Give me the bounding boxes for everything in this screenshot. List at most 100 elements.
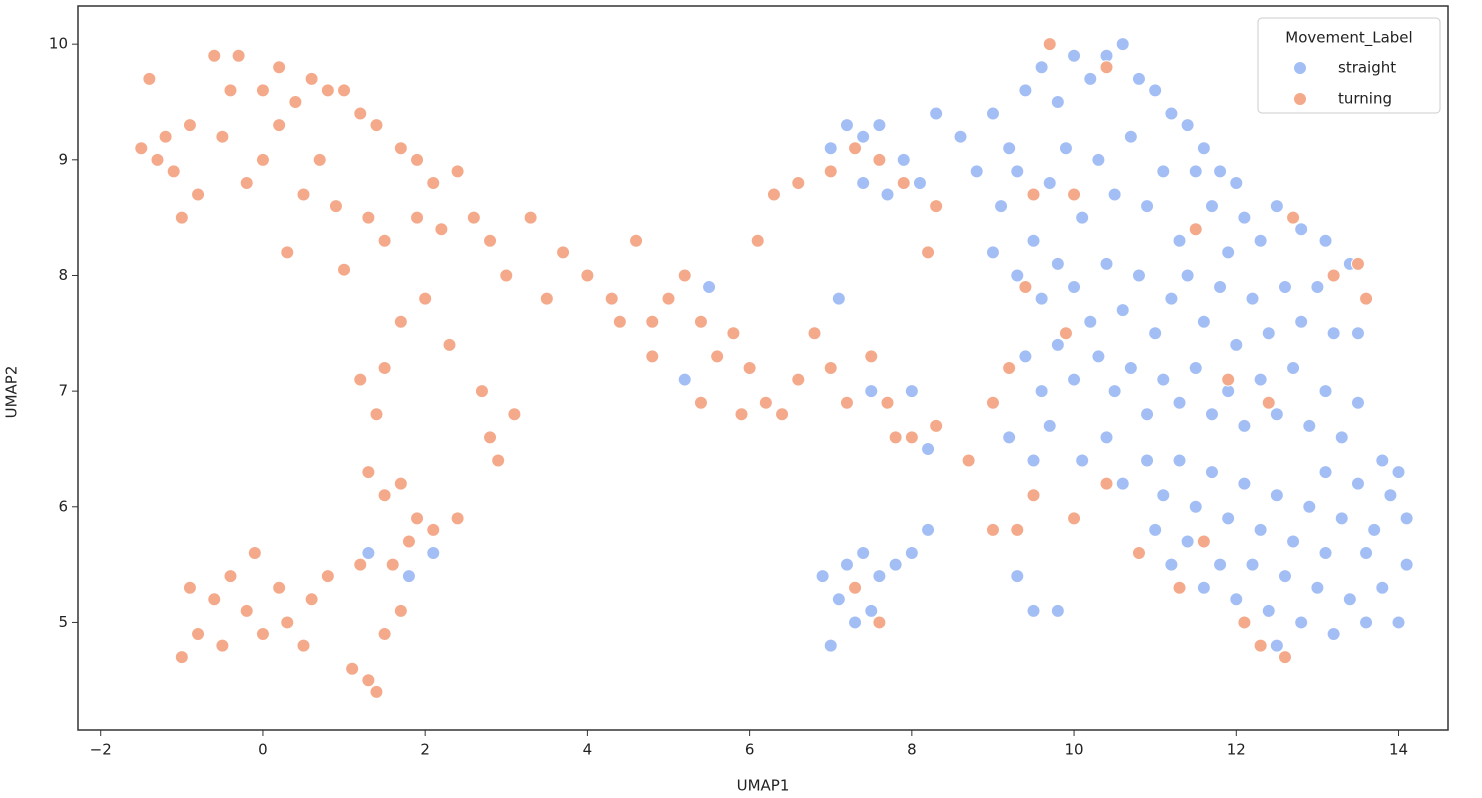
x-tick-label: −2 xyxy=(90,741,112,759)
point xyxy=(1318,233,1333,248)
point xyxy=(1196,314,1211,329)
x-tick-label: 0 xyxy=(258,741,268,759)
point xyxy=(880,395,895,410)
point xyxy=(401,569,416,584)
point xyxy=(677,372,692,387)
point xyxy=(1334,430,1349,445)
y-tick-label: 9 xyxy=(58,150,68,168)
point xyxy=(1188,164,1203,179)
point xyxy=(418,291,433,306)
point xyxy=(1269,199,1284,214)
point xyxy=(426,546,441,561)
point xyxy=(1131,268,1146,283)
point xyxy=(369,684,384,699)
point xyxy=(994,199,1009,214)
point xyxy=(377,488,392,503)
y-tick-label: 10 xyxy=(49,35,68,53)
point xyxy=(1026,603,1041,618)
point xyxy=(1018,83,1033,98)
point xyxy=(1213,164,1228,179)
point xyxy=(328,199,343,214)
point xyxy=(1253,522,1268,537)
point xyxy=(361,673,376,688)
point xyxy=(864,603,879,618)
point xyxy=(450,511,465,526)
point xyxy=(1245,291,1260,306)
point xyxy=(1067,372,1082,387)
point xyxy=(1318,384,1333,399)
point xyxy=(1107,187,1122,202)
point xyxy=(191,627,206,642)
point xyxy=(410,152,425,167)
point xyxy=(223,569,238,584)
point xyxy=(426,175,441,190)
point xyxy=(1359,615,1374,630)
point xyxy=(466,210,481,225)
point xyxy=(1002,141,1017,156)
point xyxy=(207,592,222,607)
legend-marker xyxy=(1293,92,1307,106)
point xyxy=(1042,37,1057,52)
point xyxy=(702,280,717,295)
point xyxy=(896,152,911,167)
point xyxy=(921,441,936,456)
point xyxy=(823,164,838,179)
point xyxy=(361,210,376,225)
point xyxy=(1099,48,1114,63)
point xyxy=(304,592,319,607)
point xyxy=(1294,615,1309,630)
point xyxy=(1342,592,1357,607)
point xyxy=(1269,638,1284,653)
point xyxy=(872,569,887,584)
point xyxy=(296,638,311,653)
point xyxy=(1221,384,1236,399)
point xyxy=(1026,187,1041,202)
point xyxy=(377,361,392,375)
point xyxy=(839,395,854,410)
point xyxy=(580,268,595,283)
point xyxy=(1359,291,1374,306)
point xyxy=(815,569,830,584)
point xyxy=(1042,418,1057,433)
point xyxy=(1375,453,1390,468)
point xyxy=(1164,106,1179,121)
point xyxy=(1188,361,1203,375)
point xyxy=(1010,522,1025,537)
point xyxy=(1164,557,1179,572)
point xyxy=(1204,465,1219,480)
point xyxy=(134,141,149,156)
point xyxy=(864,384,879,399)
point xyxy=(1180,268,1195,283)
point xyxy=(1083,71,1098,86)
point xyxy=(345,661,360,676)
point xyxy=(353,106,368,121)
point xyxy=(1261,326,1276,341)
point xyxy=(1245,557,1260,572)
point xyxy=(255,152,270,167)
point xyxy=(1326,268,1341,283)
point xyxy=(1042,175,1057,190)
point xyxy=(377,627,392,642)
point xyxy=(1018,280,1033,295)
point xyxy=(1115,476,1130,491)
point xyxy=(985,245,1000,260)
point xyxy=(1050,256,1065,271)
point xyxy=(1196,534,1211,549)
point xyxy=(1269,488,1284,503)
y-tick-label: 6 xyxy=(58,497,68,515)
point xyxy=(1188,222,1203,237)
point xyxy=(1399,557,1414,572)
point xyxy=(629,233,644,248)
point xyxy=(1294,222,1309,237)
point xyxy=(1237,476,1252,491)
point xyxy=(823,141,838,156)
point xyxy=(1375,580,1390,595)
point xyxy=(677,268,692,283)
point xyxy=(320,569,335,584)
point xyxy=(1123,361,1138,375)
point xyxy=(1034,291,1049,306)
point xyxy=(223,83,238,98)
point xyxy=(1172,580,1187,595)
